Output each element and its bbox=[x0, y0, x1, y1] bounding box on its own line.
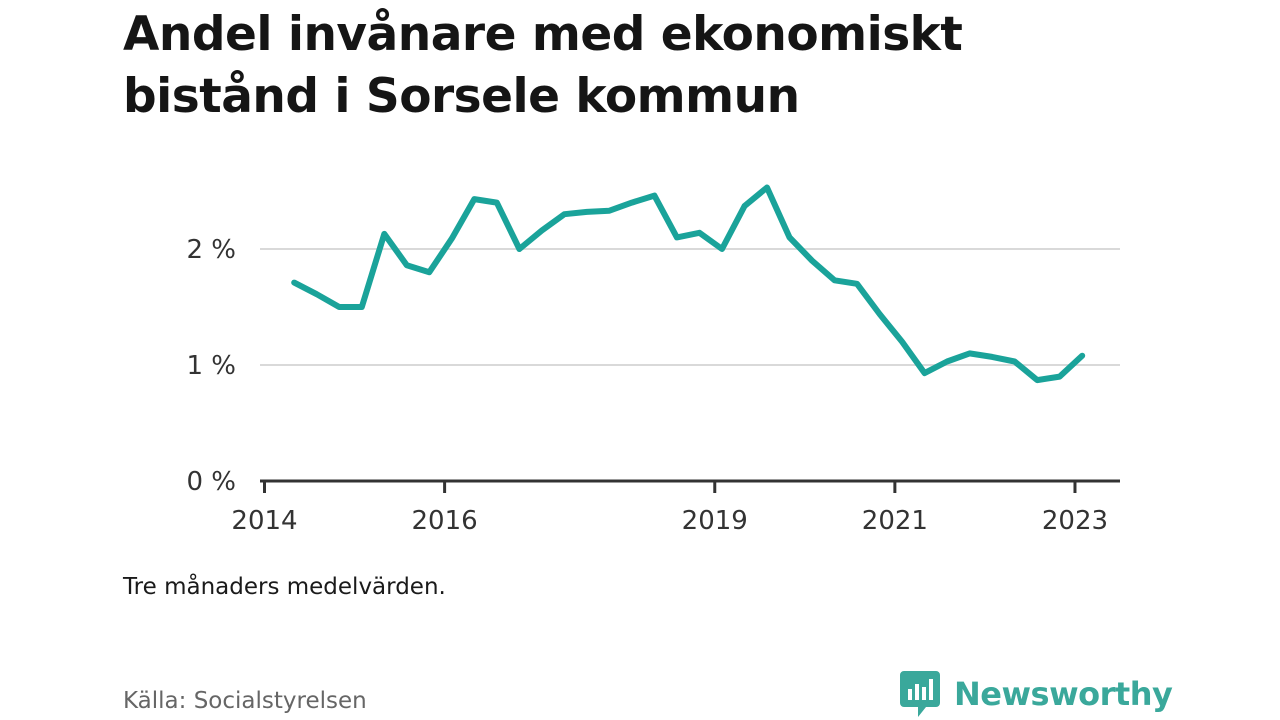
y-tick-label: 2 % bbox=[186, 235, 236, 265]
newsworthy-logo-icon bbox=[900, 671, 940, 717]
series-layer bbox=[291, 184, 1086, 384]
x-tick-label: 2021 bbox=[862, 506, 928, 536]
chart-note: Tre månaders medelvärden. bbox=[123, 574, 446, 600]
x-tick-label: 2023 bbox=[1042, 506, 1108, 536]
y-tick-label: 1 % bbox=[186, 351, 236, 381]
x-axis-tick-labels: 2014 2016 2019 2021 2023 bbox=[231, 506, 1108, 536]
x-tick-label: 2016 bbox=[412, 506, 478, 536]
series-line bbox=[291, 184, 1086, 384]
x-tick-label: 2019 bbox=[682, 506, 748, 536]
brand-logo: Newsworthy bbox=[900, 670, 1173, 718]
x-tick-label: 2014 bbox=[231, 506, 297, 536]
brand-name: Newsworthy bbox=[954, 675, 1173, 713]
y-tick-label: 0 % bbox=[186, 467, 236, 497]
x-axis bbox=[260, 479, 1120, 493]
chart-title: Andel invånare med ekonomiskt bistånd i … bbox=[123, 7, 963, 124]
y-axis-tick-labels: 0 % 1 % 2 % bbox=[186, 235, 236, 497]
grid-lines bbox=[260, 248, 1120, 366]
source-credit: Källa: Socialstyrelsen bbox=[123, 688, 367, 714]
